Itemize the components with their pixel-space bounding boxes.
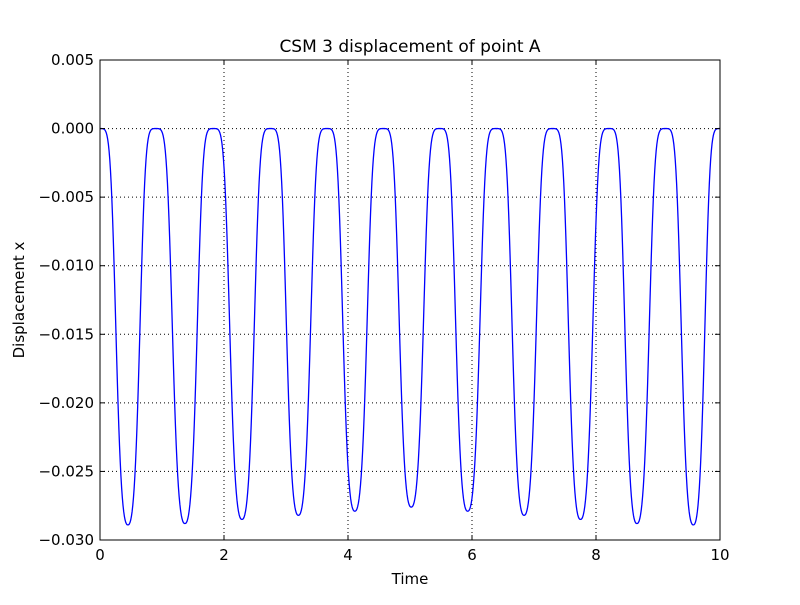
chart-title: CSM 3 displacement of point A	[279, 37, 540, 57]
y-axis-label: Displacement x	[10, 241, 28, 358]
x-tick-label: 2	[219, 546, 229, 564]
series-layer	[100, 127, 720, 526]
y-tick-label: 0.005	[51, 51, 94, 69]
x-axis-ticks: 0 2 4 6 8 10	[95, 60, 730, 564]
x-tick-label: 8	[591, 546, 601, 564]
plot-frame	[99, 59, 721, 541]
y-tick-label: −0.030	[38, 531, 94, 549]
y-tick-label: −0.025	[38, 462, 94, 480]
x-axis-label: Time	[391, 570, 429, 588]
y-axis-ticks: 0.005 0.000 −0.005 −0.010 −0.015 −0.020 −0.025…	[38, 51, 720, 549]
y-tick-label: −0.020	[38, 394, 94, 412]
y-tick-label: −0.005	[38, 188, 94, 206]
series-line	[100, 127, 720, 526]
x-tick-label: 4	[343, 546, 353, 564]
x-tick-label: 10	[710, 546, 729, 564]
y-tick-label: 0.000	[51, 120, 94, 138]
x-tick-label: 0	[95, 546, 105, 564]
x-tick-label: 6	[467, 546, 477, 564]
y-tick-label: −0.015	[38, 325, 94, 343]
y-tick-label: −0.010	[38, 257, 94, 275]
grid-lines	[100, 60, 720, 540]
